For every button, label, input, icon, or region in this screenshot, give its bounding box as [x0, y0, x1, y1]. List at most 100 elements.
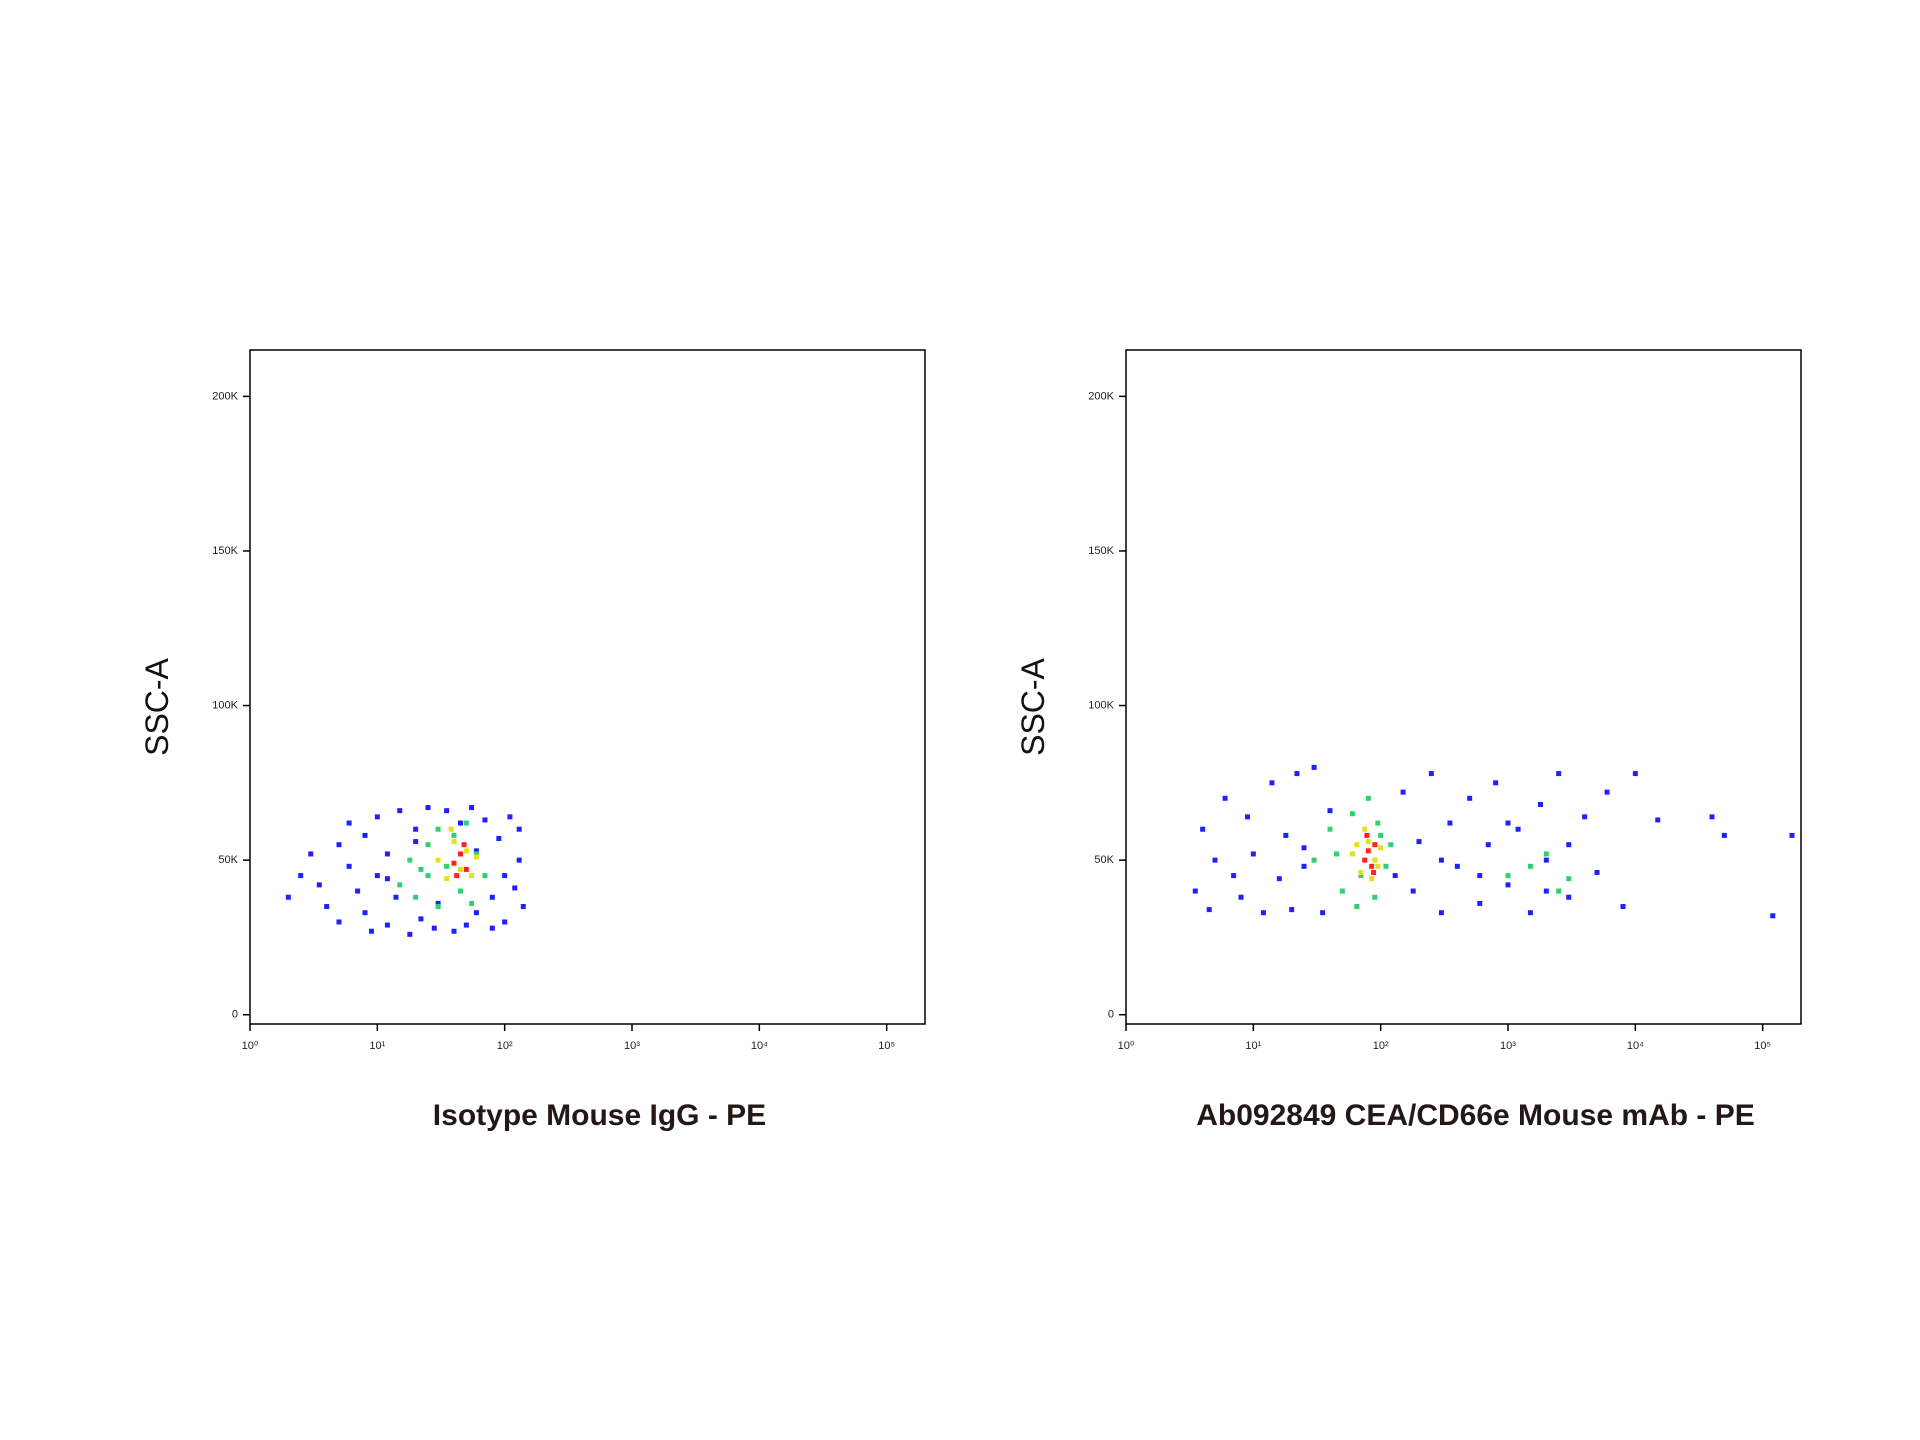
event-point [1709, 814, 1715, 820]
event-point [489, 894, 495, 900]
event-point [1770, 913, 1776, 919]
event-point [1294, 771, 1300, 777]
x-tick-label: 10² [497, 1040, 513, 1052]
event-point [413, 826, 419, 832]
event-point [502, 873, 508, 879]
event-point [469, 873, 475, 879]
event-point [1320, 910, 1326, 916]
event-point [1527, 910, 1533, 916]
x-tick-label: 10⁴ [1627, 1040, 1644, 1052]
event-point [1283, 832, 1289, 838]
event-point [1556, 771, 1562, 777]
event-point [516, 826, 522, 832]
event-point [461, 842, 467, 848]
x-tick-label: 10³ [1500, 1040, 1516, 1052]
x-tick-label: 10⁰ [1118, 1040, 1135, 1052]
event-point [1245, 814, 1251, 820]
event-point [1400, 789, 1406, 795]
event-point [1438, 910, 1444, 916]
x-tick-label: 10⁵ [878, 1040, 895, 1052]
event-point [435, 826, 441, 832]
x-tick-label: 10¹ [1245, 1040, 1261, 1052]
event-point [520, 904, 526, 910]
event-point [1358, 870, 1364, 876]
event-point [1206, 907, 1212, 913]
event-point [1301, 845, 1307, 851]
event-point [1327, 826, 1333, 832]
event-point [1362, 857, 1368, 863]
x-tick-label: 10⁵ [1754, 1040, 1771, 1052]
event-point [435, 857, 441, 863]
event-point [1369, 876, 1375, 882]
event-point [1364, 832, 1370, 838]
y-tick-label: 150K [212, 545, 238, 557]
event-point [362, 910, 368, 916]
event-point [1604, 789, 1610, 795]
event-point [1632, 771, 1638, 777]
event-point [1349, 811, 1355, 817]
event-point [1410, 888, 1416, 894]
event-point [1789, 832, 1795, 838]
event-point [298, 873, 304, 879]
event-point [1231, 873, 1237, 879]
event-point [1200, 826, 1206, 832]
event-point [512, 885, 518, 891]
event-point [336, 919, 342, 925]
event-point [1477, 900, 1483, 906]
event-point [1556, 888, 1562, 894]
x-tick-label: 10⁴ [751, 1040, 768, 1052]
x-tick-label: 10³ [624, 1040, 640, 1052]
event-point [418, 916, 424, 922]
event-point [324, 904, 330, 910]
event-point [458, 820, 464, 826]
plot-frame [1125, 349, 1802, 1025]
x-tick-label: 10² [1373, 1040, 1389, 1052]
event-point [425, 805, 431, 811]
event-point [1212, 857, 1218, 863]
event-point [469, 900, 475, 906]
event-point [1392, 873, 1398, 879]
event-point [482, 817, 488, 823]
event-point [451, 839, 457, 845]
event-point [1372, 857, 1378, 863]
event-point [451, 928, 457, 934]
event-point [418, 866, 424, 872]
event-point [1527, 863, 1533, 869]
event-point [1485, 842, 1491, 848]
event-point [407, 931, 413, 937]
y-tick-label: 0 [1108, 1009, 1114, 1021]
event-point [1378, 832, 1384, 838]
event-point [1327, 808, 1333, 814]
event-point [413, 839, 419, 845]
event-point [1371, 870, 1377, 876]
event-point [1582, 814, 1588, 820]
event-point [473, 910, 479, 916]
y-axis-label: SSC-A [1015, 657, 1051, 755]
event-point [1192, 888, 1198, 894]
x-tick-label: 10⁰ [242, 1040, 259, 1052]
event-point [1365, 848, 1371, 854]
event-point [308, 851, 314, 857]
event-point [1477, 873, 1483, 879]
plot-frame [249, 349, 926, 1025]
event-point [425, 842, 431, 848]
event-point [1358, 873, 1364, 879]
event-point [1372, 894, 1378, 900]
event-point [463, 866, 469, 872]
event-point [1505, 820, 1511, 826]
y-tick-label: 0 [232, 1009, 238, 1021]
event-point [1260, 910, 1266, 916]
event-point [435, 904, 441, 910]
event-point [1311, 764, 1317, 770]
event-point [444, 863, 450, 869]
event-point [431, 925, 437, 931]
event-point [451, 832, 457, 838]
x-tick-label: 10¹ [369, 1040, 385, 1052]
event-point [463, 848, 469, 854]
event-point [458, 851, 464, 857]
event-point [397, 808, 403, 814]
y-tick-label: 200K [212, 390, 238, 402]
event-point [362, 832, 368, 838]
y-tick-label: 100K [1088, 699, 1114, 711]
